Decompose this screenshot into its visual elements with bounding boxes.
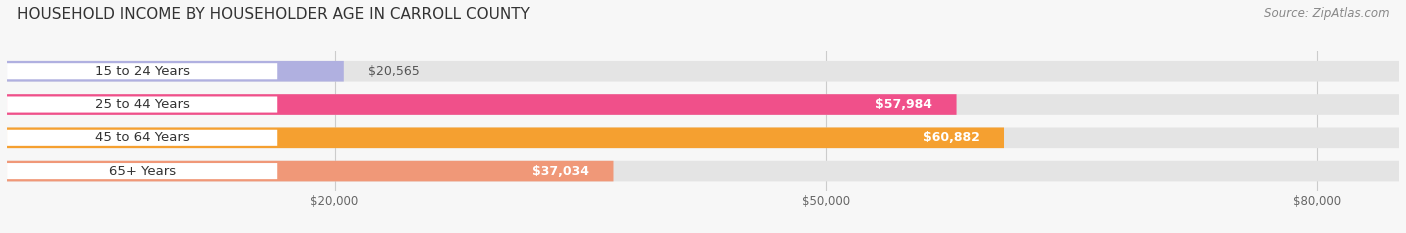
FancyBboxPatch shape bbox=[7, 96, 277, 113]
FancyBboxPatch shape bbox=[7, 130, 277, 146]
FancyBboxPatch shape bbox=[7, 127, 1399, 148]
Text: 25 to 44 Years: 25 to 44 Years bbox=[94, 98, 190, 111]
FancyBboxPatch shape bbox=[7, 94, 1399, 115]
FancyBboxPatch shape bbox=[7, 61, 1399, 82]
Text: 45 to 64 Years: 45 to 64 Years bbox=[94, 131, 190, 144]
FancyBboxPatch shape bbox=[7, 127, 1004, 148]
Text: 15 to 24 Years: 15 to 24 Years bbox=[94, 65, 190, 78]
Text: $37,034: $37,034 bbox=[531, 164, 589, 178]
FancyBboxPatch shape bbox=[7, 163, 277, 179]
FancyBboxPatch shape bbox=[7, 61, 344, 82]
FancyBboxPatch shape bbox=[7, 161, 613, 182]
Text: 65+ Years: 65+ Years bbox=[108, 164, 176, 178]
FancyBboxPatch shape bbox=[7, 161, 1399, 182]
Text: $20,565: $20,565 bbox=[368, 65, 420, 78]
Text: $57,984: $57,984 bbox=[875, 98, 932, 111]
Text: $60,882: $60,882 bbox=[922, 131, 980, 144]
FancyBboxPatch shape bbox=[7, 63, 277, 79]
Text: Source: ZipAtlas.com: Source: ZipAtlas.com bbox=[1264, 7, 1389, 20]
Text: HOUSEHOLD INCOME BY HOUSEHOLDER AGE IN CARROLL COUNTY: HOUSEHOLD INCOME BY HOUSEHOLDER AGE IN C… bbox=[17, 7, 530, 22]
FancyBboxPatch shape bbox=[7, 94, 956, 115]
